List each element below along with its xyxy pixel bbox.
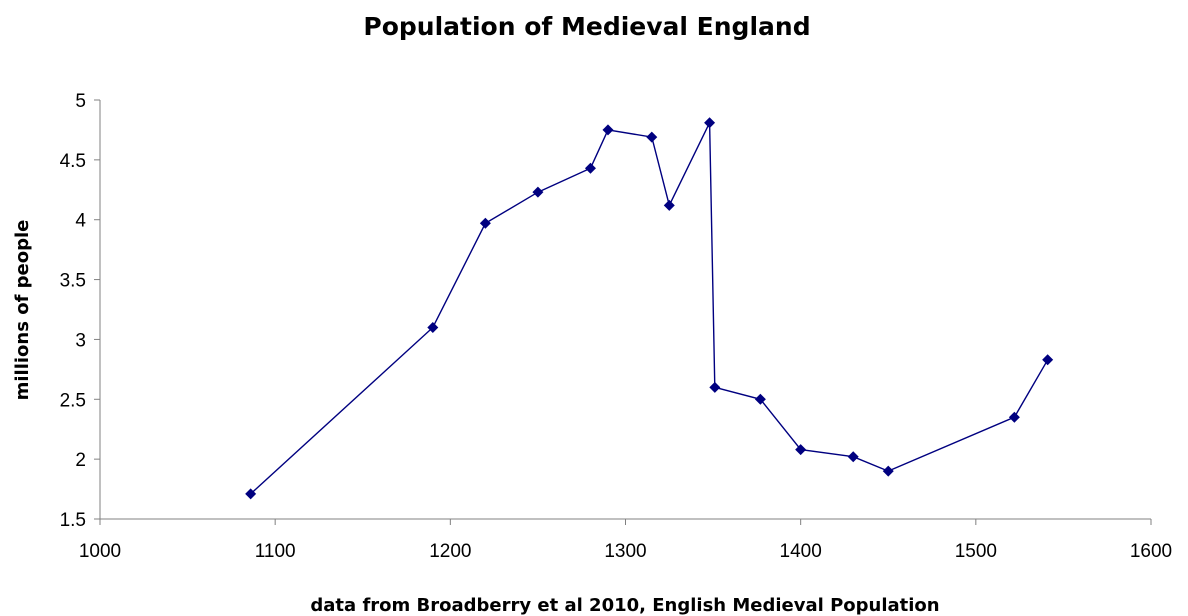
y-tick-label: 1.5	[60, 510, 86, 531]
data-point-marker	[532, 186, 544, 198]
data-point-marker	[795, 444, 807, 456]
plot-area	[245, 117, 1054, 500]
y-axis-ticks: 1.5 2 2.5 3 3.5 4 4.5 5	[60, 91, 100, 531]
data-point-marker	[847, 451, 859, 463]
data-point-marker	[1042, 354, 1054, 366]
y-axis-title: millions of people	[12, 220, 33, 401]
y-tick-label: 5	[75, 91, 86, 112]
x-tick-label: 1500	[955, 541, 997, 562]
data-point-marker	[704, 117, 716, 129]
data-point-marker	[584, 162, 596, 174]
y-tick-label: 4	[75, 211, 86, 232]
x-axis-ticks: 1000 1100 1200 1300 1400 1500 1600	[79, 519, 1172, 562]
data-point-marker	[882, 465, 894, 477]
y-tick-label: 3.5	[60, 271, 86, 292]
chart-title: Population of Medieval England	[363, 12, 810, 41]
y-tick-label: 2	[75, 450, 86, 471]
data-point-marker	[245, 488, 257, 500]
data-point-marker	[427, 321, 439, 333]
x-axis-title: data from Broadberry et al 2010, English…	[310, 595, 939, 616]
data-point-marker	[602, 124, 614, 136]
x-tick-label: 1100	[255, 541, 296, 562]
data-point-marker	[1008, 411, 1020, 423]
axes	[99, 100, 1151, 520]
x-tick-label: 1400	[780, 541, 822, 562]
series-line	[250, 122, 1049, 495]
y-tick-label: 4.5	[60, 151, 86, 172]
data-point-marker	[479, 217, 491, 229]
x-tick-label: 1000	[79, 541, 121, 562]
x-tick-label: 1300	[604, 541, 646, 562]
data-point-marker	[646, 131, 658, 143]
y-tick-label: 2.5	[60, 390, 86, 411]
data-point-marker	[663, 199, 675, 211]
x-tick-label: 1600	[1130, 541, 1172, 562]
data-point-marker	[754, 393, 766, 405]
x-tick-label: 1200	[429, 541, 471, 562]
data-point-marker	[709, 381, 721, 393]
y-tick-label: 3	[75, 330, 86, 351]
